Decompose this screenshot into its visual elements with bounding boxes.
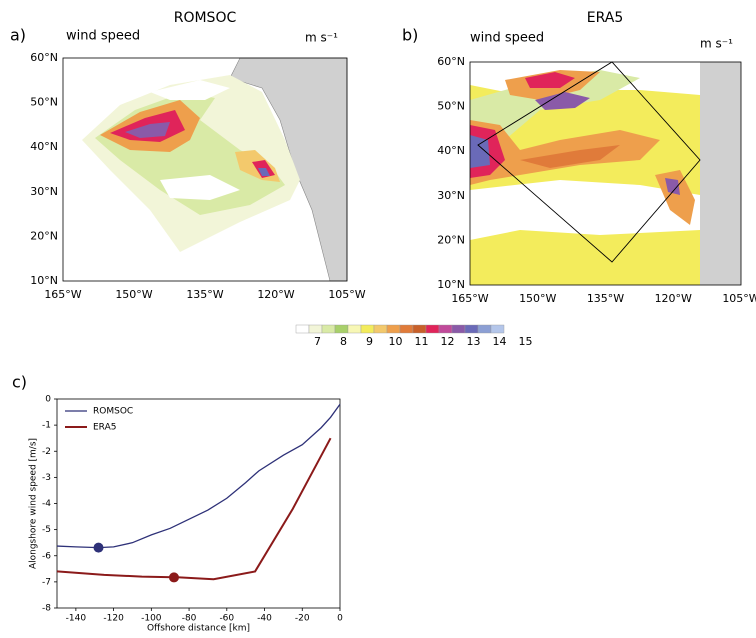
- lon-tick-label: 105°W: [722, 292, 756, 305]
- colorbar-label: 13: [467, 335, 481, 348]
- x-axis-label: Offshore distance [km]: [147, 624, 250, 634]
- colorbar-label: 12: [441, 335, 455, 348]
- colorbar-box: [412, 324, 427, 334]
- y-tick-label: -4: [42, 499, 51, 509]
- lat-tick-label: 60°N: [437, 55, 465, 68]
- lon-tick-label: 120°W: [655, 292, 692, 305]
- lat-tick-label: 20°N: [437, 233, 465, 246]
- highlight-marker: [93, 542, 104, 553]
- colorbar-label: 14: [493, 335, 507, 348]
- colorbar-label: 7: [314, 335, 321, 348]
- y-tick-label: 0: [45, 395, 51, 405]
- colorbar-box: [373, 324, 388, 334]
- colorbar-label: 10: [389, 335, 403, 348]
- colorbar-label: 15: [519, 335, 533, 348]
- colorbar-box: [464, 324, 479, 334]
- lat-tick-label: 30°N: [437, 189, 465, 202]
- map-a-field: [62, 57, 348, 282]
- x-tick-label: -140: [66, 614, 87, 624]
- colorbar-box: [360, 324, 375, 334]
- colorbar-label: 8: [340, 335, 347, 348]
- colorbar: 7 8 9 10 11 12 13 14 15: [295, 324, 533, 348]
- colorbar-box: [399, 324, 414, 334]
- legend-label: ERA5: [93, 423, 116, 433]
- panel-label: c): [12, 373, 27, 392]
- lat-tick-label: 60°N: [30, 51, 58, 64]
- y-tick-label: -3: [42, 473, 51, 483]
- map-variable: wind speed: [66, 29, 140, 44]
- colorbar-box: [451, 324, 466, 334]
- lon-tick-label: 105°W: [328, 288, 365, 301]
- lon-tick-label: 135°W: [587, 292, 624, 305]
- y-tick-label: -1: [42, 421, 51, 431]
- y-axis-label: Alongshore wind speed [m/s]: [29, 438, 39, 569]
- colorbar-box: [386, 324, 401, 334]
- colorbar-box: [334, 324, 349, 334]
- lat-tick-label: 20°N: [30, 229, 58, 242]
- colorbar-box: [347, 324, 362, 334]
- x-tick-label: -100: [141, 614, 162, 624]
- x-tick-label: -60: [219, 614, 234, 624]
- lat-tick-label: 10°N: [437, 278, 465, 291]
- y-tick-label: -5: [42, 525, 51, 535]
- lon-tick-label: 165°W: [451, 292, 488, 305]
- colorbar-label: 11: [415, 335, 429, 348]
- highlight-marker: [168, 572, 179, 583]
- lon-tick-label: 120°W: [257, 288, 294, 301]
- y-tick-label: -7: [42, 577, 51, 587]
- lat-tick-label: 10°N: [30, 274, 58, 287]
- panel-label: b): [402, 26, 418, 45]
- lon-tick-label: 150°W: [519, 292, 556, 305]
- y-tick-label: -6: [42, 551, 51, 561]
- map-title: ERA5: [587, 10, 624, 26]
- lat-tick-label: 50°N: [437, 100, 465, 113]
- map-units: m s⁻¹: [700, 37, 733, 51]
- colorbar-box: [308, 324, 323, 334]
- lat-tick-label: 40°N: [30, 140, 58, 153]
- legend-label: ROMSOC: [93, 407, 133, 417]
- lat-tick-label: 40°N: [437, 144, 465, 157]
- map-variable: wind speed: [470, 31, 544, 46]
- map-b-field: [469, 61, 742, 286]
- colorbar-box: [321, 324, 336, 334]
- colorbar-box: [438, 324, 453, 334]
- map-units: m s⁻¹: [305, 31, 338, 45]
- panel-label: a): [10, 26, 26, 45]
- lat-tick-label: 50°N: [30, 96, 58, 109]
- line-chart: c) -8 -7 -6 -5 -4 -3 -2 -1 0 -140 -120 -100 -80 -60 -40…: [12, 373, 343, 634]
- data-line: [56, 403, 341, 549]
- x-tick-label: 0: [337, 614, 343, 624]
- y-tick-label: -8: [42, 604, 51, 614]
- colorbar-box: [477, 324, 492, 334]
- colorbar-label: 9: [366, 335, 373, 348]
- x-tick-label: -80: [182, 614, 197, 624]
- colorbar-box: [490, 324, 505, 334]
- lon-tick-label: 165°W: [44, 288, 81, 301]
- lon-tick-label: 150°W: [115, 288, 152, 301]
- colorbar-box: [295, 324, 310, 334]
- map-title: ROMSOC: [174, 10, 237, 26]
- map-labels: a) ROMSOC wind speed m s⁻¹ 60°N 50°N 40°N 30°N 2…: [10, 10, 756, 305]
- y-tick-label: -2: [42, 447, 51, 457]
- lat-tick-label: 30°N: [30, 185, 58, 198]
- x-tick-label: -120: [103, 614, 124, 624]
- data-line: [56, 437, 332, 581]
- x-tick-label: -40: [257, 614, 272, 624]
- colorbar-box: [425, 324, 440, 334]
- lon-tick-label: 135°W: [186, 288, 223, 301]
- x-tick-label: -20: [295, 614, 310, 624]
